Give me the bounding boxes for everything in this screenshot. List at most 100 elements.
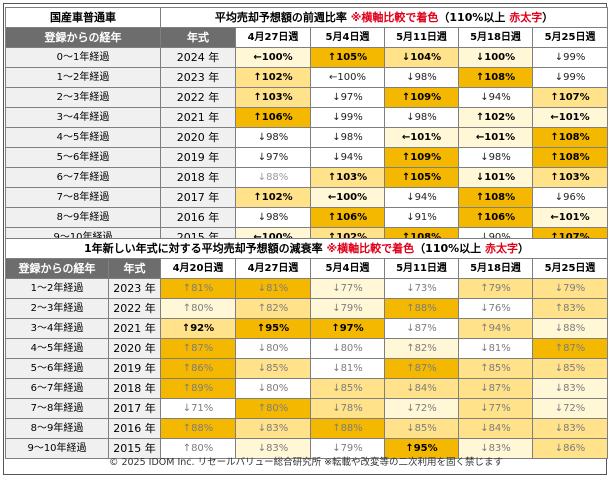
- cell-value: ↑95%: [256, 322, 290, 334]
- cell-value: ↑87%: [554, 342, 586, 354]
- cell-value: ↓98%: [406, 71, 437, 83]
- value-cell: ↓101%: [458, 167, 533, 188]
- value-cell: ↑88%: [384, 298, 459, 319]
- row-year-label: 2019 年: [108, 358, 161, 379]
- cell-value: ↓98%: [257, 131, 289, 143]
- date-header: 4月27日週: [235, 27, 311, 48]
- cell-value: ↑79%: [480, 282, 511, 294]
- cell-value: ↓85%: [554, 362, 586, 374]
- value-cell: ↑108%: [458, 67, 533, 88]
- title-note: ※横軸比較で着色: [350, 10, 439, 24]
- value-cell: ↑109%: [384, 147, 459, 168]
- value-cell: ↑87%: [160, 338, 236, 359]
- value-cell: ←100%: [310, 67, 385, 88]
- row-elapsed-label: 4～5年経過: [5, 338, 109, 359]
- cell-value: ↑88%: [182, 422, 214, 434]
- cell-value: ↓99%: [554, 51, 586, 63]
- table-row: 3～4年経過 2021 年 ↑106% ↓99% ↓98% ↑102% ←101%: [5, 107, 609, 128]
- row-year-label: 2018 年: [160, 167, 236, 188]
- value-cell: ↑103%: [531, 167, 609, 188]
- value-cell: ←101%: [531, 207, 609, 228]
- row-elapsed-label: 8～9年経過: [5, 418, 109, 439]
- cell-value: ↑83%: [554, 302, 586, 314]
- cell-value: ↑102%: [253, 191, 293, 203]
- cell-value: ↑108%: [475, 71, 516, 83]
- value-cell: ↑108%: [531, 127, 609, 148]
- cell-value: ↑108%: [550, 131, 590, 143]
- cell-value: ↓79%: [554, 282, 586, 294]
- value-cell: ↑83%: [532, 298, 608, 319]
- value-cell: ↓87%: [458, 378, 533, 399]
- value-cell: ↓79%: [532, 278, 608, 299]
- value-cell: ↓97%: [235, 147, 311, 168]
- cell-value: ↓94%: [332, 151, 363, 163]
- value-cell: ↓87%: [384, 318, 459, 339]
- cell-value: ↓80%: [257, 382, 289, 394]
- value-cell: ↑82%: [384, 338, 459, 359]
- cell-value: ↓81%: [332, 362, 363, 374]
- cell-value: ↓99%: [332, 111, 363, 123]
- value-cell: ↓83%: [235, 418, 311, 439]
- value-cell: ↓83%: [458, 438, 533, 459]
- cell-value: ↑92%: [181, 322, 215, 334]
- cell-value: ↓90%: [480, 231, 511, 243]
- value-cell: ↓85%: [532, 358, 608, 379]
- title-note: ※横軸比較で着色: [326, 241, 415, 255]
- cell-value: ↓76%: [480, 302, 511, 314]
- value-cell: ↑95%: [235, 318, 311, 339]
- row-year-label: 2016 年: [160, 207, 236, 228]
- cell-value: ↓85%: [332, 382, 363, 394]
- cell-value: ↓84%: [480, 422, 511, 434]
- cell-value: ↓100%: [475, 51, 516, 63]
- row-year-label: 2023 年: [160, 67, 236, 88]
- col-elapsed-header: 登録からの経年: [5, 258, 109, 279]
- date-header: 5月4日週: [310, 27, 385, 48]
- date-header: 4月20日週: [160, 258, 236, 279]
- weekly-ratio-title: 平均売却予想額の前週比率 ※横軸比較で着色（110%以上 赤太字）: [159, 7, 609, 28]
- title-prefix: 平均売却予想額の前週比率: [214, 10, 351, 24]
- row-elapsed-label: 3～4年経過: [5, 107, 161, 128]
- value-cell: ↓73%: [384, 278, 459, 299]
- weekly-ratio-table: 国産車普通車 平均売却予想額の前週比率 ※横軸比較で着色（110%以上 赤太字）…: [5, 7, 609, 248]
- value-cell: ↑105%: [384, 167, 459, 188]
- value-cell: ↑89%: [160, 378, 236, 399]
- value-cell: ↓98%: [310, 127, 385, 148]
- cell-value: ↓97%: [257, 151, 289, 163]
- date-header: 5月25日週: [532, 258, 608, 279]
- cell-value: ↑109%: [401, 151, 442, 163]
- row-elapsed-label: 3～4年経過: [5, 318, 109, 339]
- value-cell: ↓99%: [531, 47, 609, 68]
- cell-value: ↑88%: [332, 422, 363, 434]
- cell-value: ↓83%: [257, 422, 289, 434]
- value-cell: ↓94%: [310, 147, 385, 168]
- cell-value: ↓104%: [401, 51, 442, 63]
- value-cell: ↓80%: [235, 378, 311, 399]
- row-elapsed-label: 1～2年経過: [5, 278, 109, 299]
- cell-value: ↑86%: [182, 362, 214, 374]
- table-row: 8～9年経過 2016 年 ↑88% ↓83% ↑88% ↓85% ↓84% ↓83%: [5, 418, 608, 439]
- value-cell: ↓85%: [310, 378, 385, 399]
- value-cell: ↓98%: [235, 207, 311, 228]
- cell-value: ↑106%: [475, 211, 516, 223]
- cell-value: ↓97%: [332, 91, 363, 103]
- cell-value: ↑80%: [257, 402, 289, 414]
- cell-value: ↑85%: [480, 362, 511, 374]
- table-row: 8～9年経過 2016 年 ↓98% ↑106% ↓91% ↑106% ←101%: [5, 207, 609, 228]
- value-cell: ↓97%: [310, 87, 385, 108]
- row-elapsed-label: 1～2年経過: [5, 67, 161, 88]
- value-cell: ↓81%: [235, 278, 311, 299]
- table-row: 0～1年経過 2024 年 ←100% ↑105% ↓104% ↓100% ↓99%: [5, 47, 609, 68]
- cell-value: ↓80%: [257, 342, 289, 354]
- decay-rate-title: 1年新しい年式に対する平均売却予想額の減衰率 ※横軸比較で着色（110%以上 赤…: [5, 238, 608, 259]
- value-cell: ↓91%: [384, 207, 459, 228]
- value-cell: ↓72%: [532, 398, 608, 419]
- cell-value: ↑87%: [182, 342, 214, 354]
- value-cell: ↓94%: [384, 187, 459, 208]
- cell-value: ↓87%: [406, 322, 437, 334]
- cell-value: ↓85%: [257, 362, 289, 374]
- value-cell: ↓83%: [235, 438, 311, 459]
- row-year-label: 2024 年: [160, 47, 236, 68]
- value-cell: ←101%: [531, 107, 609, 128]
- cell-value: ↓96%: [554, 191, 586, 203]
- cell-value: ←101%: [550, 111, 590, 123]
